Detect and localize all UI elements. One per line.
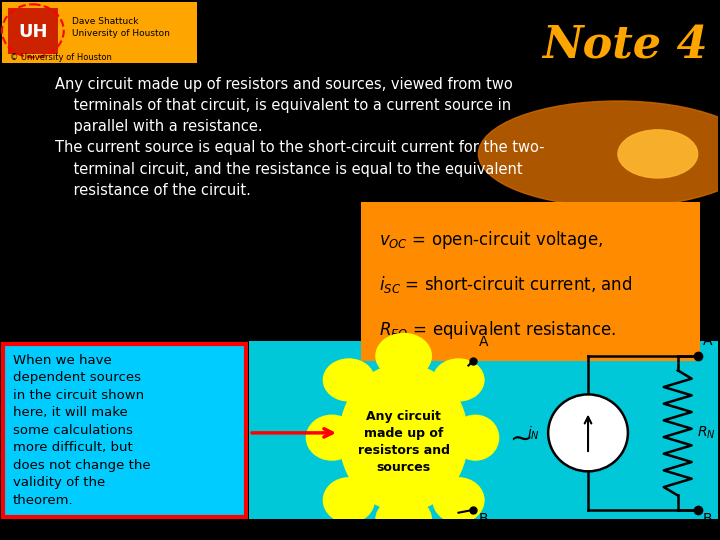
FancyBboxPatch shape — [361, 202, 700, 361]
Ellipse shape — [323, 477, 375, 523]
Text: resistance of the circuit.: resistance of the circuit. — [55, 183, 251, 198]
Text: $v_{OC}$ = open-circuit voltage,: $v_{OC}$ = open-circuit voltage, — [379, 229, 603, 251]
Ellipse shape — [432, 477, 485, 523]
Text: Note 4: Note 4 — [542, 25, 708, 68]
Text: $i_{SC}$ = short-circuit current, and: $i_{SC}$ = short-circuit current, and — [379, 274, 632, 295]
Text: B: B — [478, 512, 488, 526]
Text: Any circuit made up of resistors and sources, viewed from two: Any circuit made up of resistors and sou… — [55, 77, 513, 92]
Ellipse shape — [375, 333, 432, 379]
FancyBboxPatch shape — [249, 341, 718, 519]
Text: $i_N$: $i_N$ — [527, 424, 540, 442]
Text: University of Houston: University of Houston — [72, 29, 170, 38]
Text: terminal circuit, and the resistance is equal to the equivalent: terminal circuit, and the resistance is … — [55, 161, 523, 177]
Text: A: A — [478, 335, 488, 349]
Text: parallel with a resistance.: parallel with a resistance. — [55, 119, 263, 134]
Text: $R_{EQ}$ = equivalent resistance.: $R_{EQ}$ = equivalent resistance. — [379, 319, 616, 342]
Text: Any circuit
made up of
resistors and
sources: Any circuit made up of resistors and sou… — [358, 410, 450, 475]
FancyBboxPatch shape — [2, 2, 197, 63]
Text: When we have
dependent sources
in the circuit shown
here, it will make
some calc: When we have dependent sources in the ci… — [13, 354, 150, 507]
Ellipse shape — [323, 359, 375, 402]
Text: B: B — [703, 512, 712, 526]
Text: $R_N$: $R_N$ — [697, 424, 716, 441]
Text: $\sim$: $\sim$ — [505, 424, 532, 451]
Ellipse shape — [306, 415, 358, 461]
Text: UH: UH — [18, 23, 48, 40]
Circle shape — [548, 394, 628, 471]
Text: terminals of that circuit, is equivalent to a current source in: terminals of that circuit, is equivalent… — [55, 98, 511, 113]
FancyBboxPatch shape — [3, 345, 246, 517]
Ellipse shape — [432, 359, 485, 402]
Ellipse shape — [451, 415, 500, 461]
FancyBboxPatch shape — [8, 8, 58, 54]
Ellipse shape — [339, 363, 469, 512]
Ellipse shape — [375, 496, 432, 540]
Text: © University of Houston: © University of Houston — [10, 53, 112, 62]
Ellipse shape — [478, 101, 720, 207]
Text: Dave Shattuck: Dave Shattuck — [72, 17, 138, 26]
Text: A: A — [703, 334, 712, 348]
Text: The current source is equal to the short-circuit current for the two-: The current source is equal to the short… — [55, 140, 544, 156]
Ellipse shape — [618, 130, 698, 178]
